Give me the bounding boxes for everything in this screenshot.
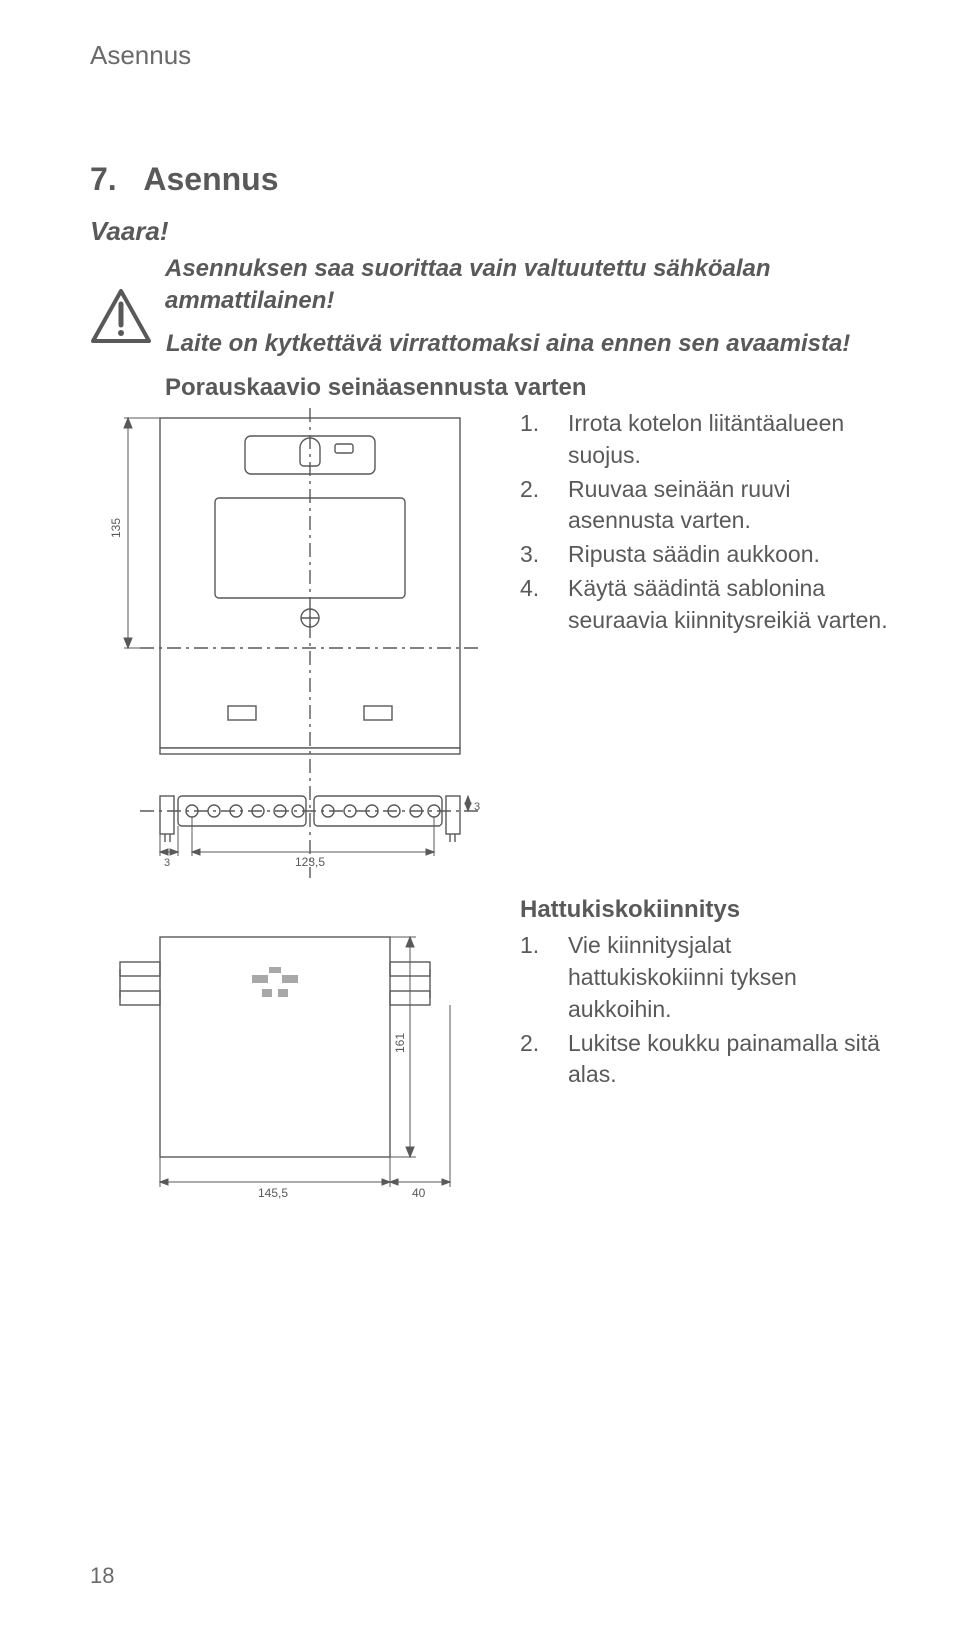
- subheading-rail-mount: Hattukiskokiinnitys: [520, 896, 890, 924]
- step-text: Ruuvaa seinään ruuvi asennusta varten.: [568, 474, 890, 537]
- danger-label: Vaara!: [90, 216, 890, 247]
- dim-135: 135: [109, 518, 123, 538]
- steps-rail-mount: 1.Vie kiinnitysjalat hattukiskokiinni ty…: [520, 930, 890, 1091]
- dim-40: 40: [412, 1186, 426, 1200]
- step-text: Ripusta säädin aukkoon.: [568, 539, 820, 571]
- list-item: 1.Vie kiinnitysjalat hattukiskokiinni ty…: [520, 930, 890, 1025]
- dim-3-left: 3: [164, 857, 170, 869]
- list-item: 1.Irrota kotelon liitäntäalueen suojus.: [520, 408, 890, 471]
- step-num: 2.: [520, 474, 568, 537]
- step-num: 4.: [520, 573, 568, 636]
- list-item: 2.Lukitse koukku painamalla sitä alas.: [520, 1028, 890, 1091]
- subheading-wall-mount: Porauskaavio seinäasennusta varten: [165, 374, 890, 402]
- list-item: 2.Ruuvaa seinään ruuvi asennusta varten.: [520, 474, 890, 537]
- step-text: Lukitse koukku painamalla sitä alas.: [568, 1028, 890, 1091]
- step-num: 2.: [520, 1028, 568, 1091]
- dim-145-5: 145,5: [258, 1186, 288, 1200]
- step-text: Vie kiinnitysjalat hattukiskokiinni tyks…: [568, 930, 890, 1025]
- step-text: Irrota kotelon liitäntäalueen suojus.: [568, 408, 890, 471]
- list-item: 4.Käytä säädintä sablonina seuraavia kii…: [520, 573, 890, 636]
- step-num: 1.: [520, 408, 568, 471]
- page-header: Asennus: [90, 40, 890, 71]
- step-num: 1.: [520, 930, 568, 1025]
- step-num: 3.: [520, 539, 568, 571]
- dim-123-5: 123,5: [295, 855, 325, 869]
- danger-text-1: Asennuksen saa suorittaa vain valtuutett…: [165, 253, 890, 318]
- diagram-wall-mount: 135 3 3: [90, 408, 490, 878]
- warning-triangle-icon: [90, 288, 152, 344]
- section-number: 7.: [90, 161, 117, 197]
- danger-text-2: Laite on kytkettävä virrattomaksi aina e…: [166, 328, 890, 360]
- section-title: 7. Asennus: [90, 161, 890, 198]
- page-number: 18: [90, 1563, 114, 1589]
- steps-wall-mount: 1.Irrota kotelon liitäntäalueen suojus. …: [520, 408, 890, 636]
- list-item: 3.Ripusta säädin aukkoon.: [520, 539, 890, 571]
- step-text: Käytä säädintä sablonina seuraavia kiinn…: [568, 573, 890, 636]
- diagram-rail-mount: 161 145,5 40: [90, 907, 490, 1207]
- dim-161: 161: [393, 1033, 407, 1053]
- section-name: Asennus: [143, 161, 278, 197]
- dim-3-right: 3: [474, 801, 480, 813]
